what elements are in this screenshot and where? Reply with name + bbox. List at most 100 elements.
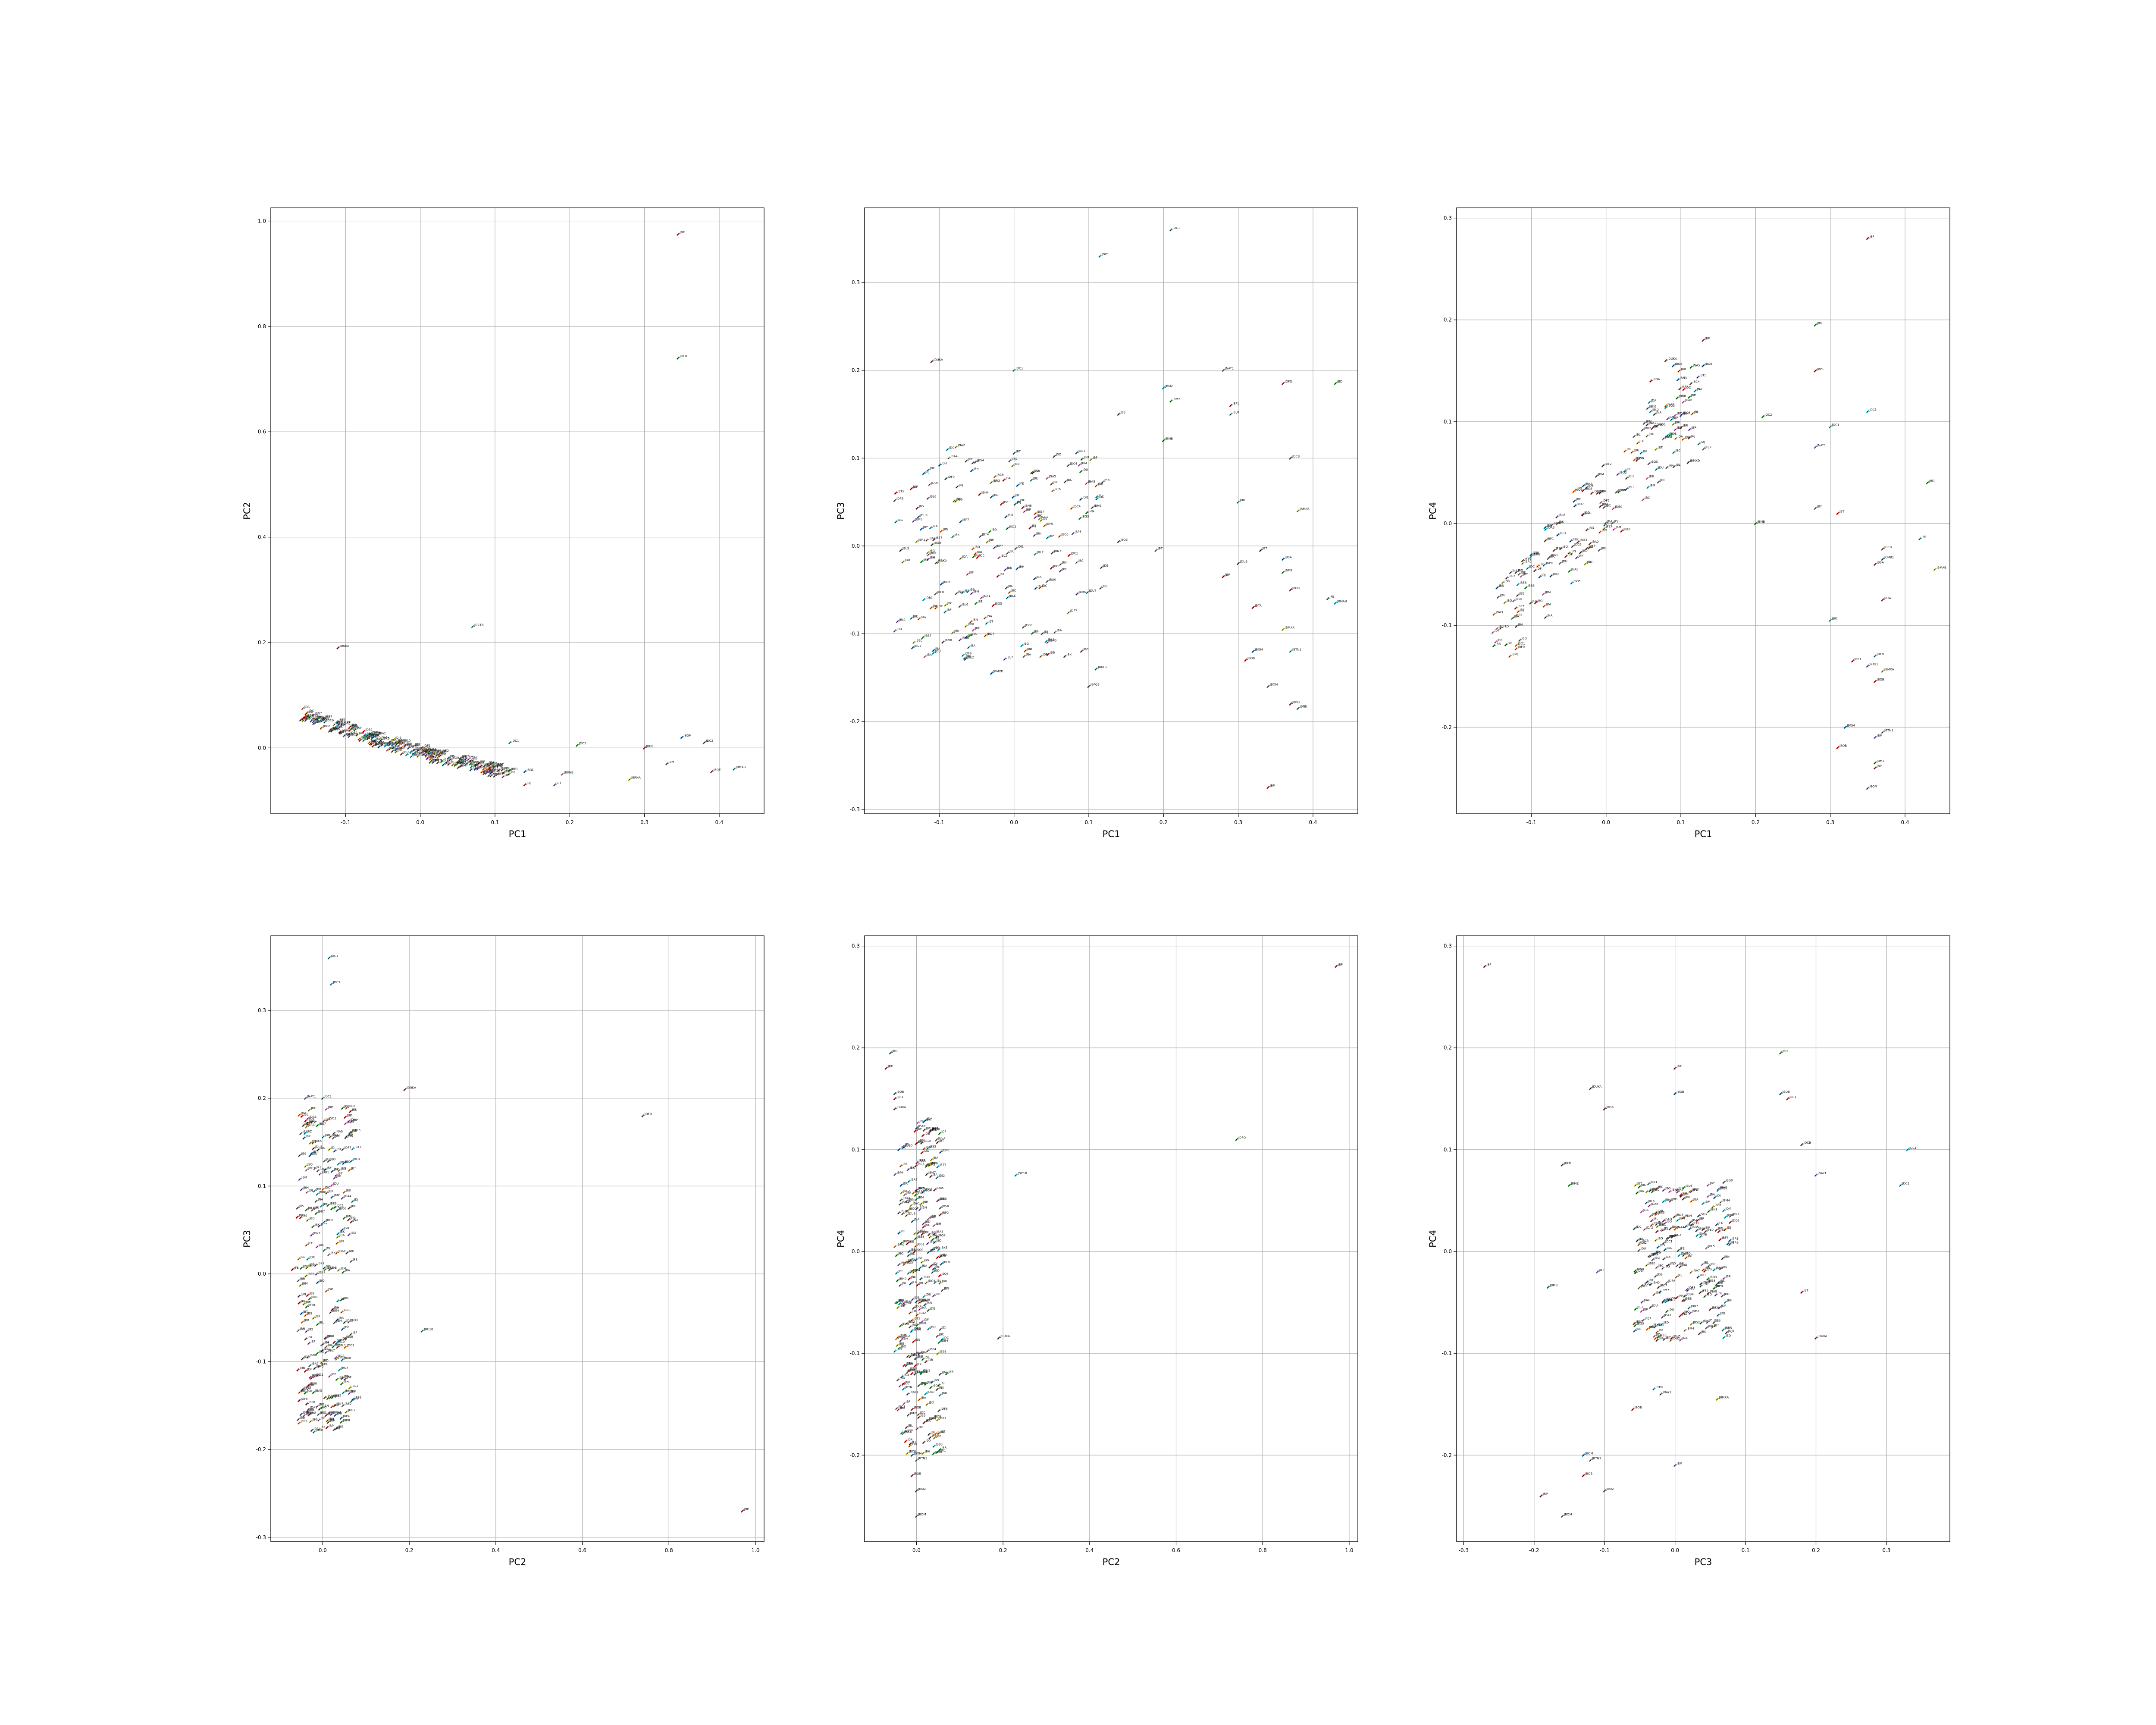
cluster-point: JDB: [1654, 1209, 1663, 1215]
point-label: JNA: [1668, 464, 1674, 467]
data-point: JBOM: [1561, 1513, 1572, 1518]
point-label: JBS: [485, 768, 491, 771]
cluster-point: JBS: [940, 1287, 949, 1292]
cluster-point: JDJ: [435, 752, 443, 757]
cluster-point: JDA4: [316, 1167, 327, 1173]
data-point: JBMZ: [1567, 1182, 1579, 1187]
point-label: JBS: [943, 1287, 949, 1290]
cluster-point: JDF: [304, 1367, 312, 1373]
point-label: JDF: [968, 458, 973, 461]
cluster-point: JBC: [913, 1128, 922, 1133]
data-point: JBP: [1334, 963, 1343, 968]
point-label: JBRD: [1292, 700, 1300, 704]
data-point: JBMZ: [1162, 384, 1173, 390]
point-label: JSO7: [932, 1384, 940, 1387]
point-label: JBR: [336, 1174, 342, 1178]
cluster-point: JBL8: [1555, 513, 1565, 519]
point-label: JBM: [1645, 420, 1651, 423]
cluster-point: JBN5: [896, 1334, 907, 1339]
point-label: JBT: [1015, 494, 1020, 497]
cluster-point: JBC: [1063, 478, 1072, 484]
point-label: JBM: [1545, 591, 1551, 594]
cluster-point: JDC: [1038, 584, 1047, 590]
cluster-point: JBK0: [936, 559, 946, 565]
data-point: JDFO: [1561, 1161, 1572, 1167]
cluster-point: JBN: [969, 618, 978, 624]
cluster-point: JBK: [302, 1135, 311, 1140]
point-label: JBB: [1636, 1327, 1642, 1331]
point-label: JFE: [308, 1242, 313, 1245]
cluster-point: JBF8: [934, 590, 944, 596]
point-label: JDB6: [913, 1327, 921, 1330]
cluster-point: JBD: [1703, 1293, 1712, 1298]
point-label: JDA3: [1547, 526, 1555, 530]
cluster-point: JBD: [1637, 1183, 1646, 1189]
cluster-point: JBF: [307, 1340, 315, 1345]
point-label: JBR: [941, 1446, 947, 1450]
data-point: JBTN: [1873, 652, 1884, 658]
point-label: JDUKA: [1817, 1335, 1827, 1338]
point-label: JBM1: [340, 1160, 348, 1164]
scatter-panel-6: -0.3 -0.2 -0.1 0.0 0.1 0.2 0.3-0.2-0.10.00.10.…: [1428, 935, 1950, 1567]
cluster-point: JBK5: [937, 1246, 947, 1251]
data-point: JBOA: [1603, 1105, 1614, 1111]
point-label: JBP: [353, 1118, 358, 1122]
axes-frame: [1456, 207, 1950, 814]
data-point: JBMB: [1281, 569, 1293, 574]
cluster-point: JSO: [363, 731, 372, 737]
point-label: JBL: [1654, 425, 1659, 428]
cluster-point: JDA: [1542, 602, 1551, 608]
cluster-point: JBT: [348, 1167, 356, 1172]
point-label: JBK2: [415, 747, 422, 750]
cluster-point: JBC: [971, 627, 980, 632]
point-label: JBK: [1066, 653, 1072, 656]
point-label: JDA: [1698, 1232, 1704, 1236]
point-label: JBB7: [906, 1428, 914, 1432]
cluster-point: JDC: [1682, 386, 1691, 391]
cluster-point: JBK0: [1620, 527, 1630, 533]
point-label: JDC2: [348, 1408, 355, 1412]
cluster-point: JBP0: [1542, 561, 1553, 567]
point-label: JDU6: [908, 1212, 916, 1216]
point-label: JBD: [904, 558, 910, 562]
point-label: JBF2: [918, 1159, 925, 1162]
data-point: JDFO: [1235, 1136, 1246, 1142]
point-label: JBO: [319, 1279, 325, 1283]
cluster-point: JBS5: [926, 1145, 936, 1151]
cluster-point: JDA8: [1647, 1202, 1658, 1208]
point-label: JFE1: [932, 1127, 939, 1130]
cluster-point: JBL1: [896, 618, 906, 624]
point-label: JBF: [906, 1400, 911, 1404]
data-point: JBM: [665, 760, 674, 765]
cluster-point: JBT: [301, 717, 310, 722]
point-label: JBM: [1683, 412, 1689, 416]
point-label: JBT: [1648, 1279, 1654, 1282]
point-label: JBB0: [940, 1197, 947, 1201]
cluster-point: JBS3: [1654, 1211, 1665, 1216]
cluster-point: JBB5: [1721, 1327, 1732, 1332]
point-label: JDC1: [330, 954, 338, 958]
point-label: JBH: [333, 1205, 339, 1209]
cluster-point: JBM: [1679, 1192, 1689, 1198]
point-label: JBTN1: [918, 1457, 927, 1460]
cluster-point: JBT: [334, 1172, 343, 1177]
point-label: JBC5: [1508, 574, 1515, 578]
cluster-point: JBP: [501, 773, 510, 779]
point-label: JBF: [1658, 1329, 1664, 1332]
cluster-point: JBL: [1495, 625, 1504, 630]
cluster-point: JBE: [912, 1269, 920, 1274]
point-label: JBA: [932, 1173, 938, 1176]
cluster-point: JFE1: [928, 1127, 939, 1132]
cluster-point: JBD: [306, 1217, 315, 1222]
point-label: JFE: [389, 741, 394, 744]
point-label: JBC: [939, 1333, 944, 1336]
point-label: JNA: [1025, 653, 1031, 656]
point-label: JNA: [1547, 614, 1552, 618]
data-point: JBP: [1539, 1493, 1548, 1498]
cluster-point: JBM: [337, 1267, 346, 1272]
point-label: JBC8: [996, 473, 1003, 477]
point-label: JBP: [340, 721, 345, 724]
point-label: JBS: [344, 1375, 349, 1378]
point-label: JBM4: [1722, 1199, 1730, 1202]
point-label: JBA: [1692, 1219, 1698, 1222]
